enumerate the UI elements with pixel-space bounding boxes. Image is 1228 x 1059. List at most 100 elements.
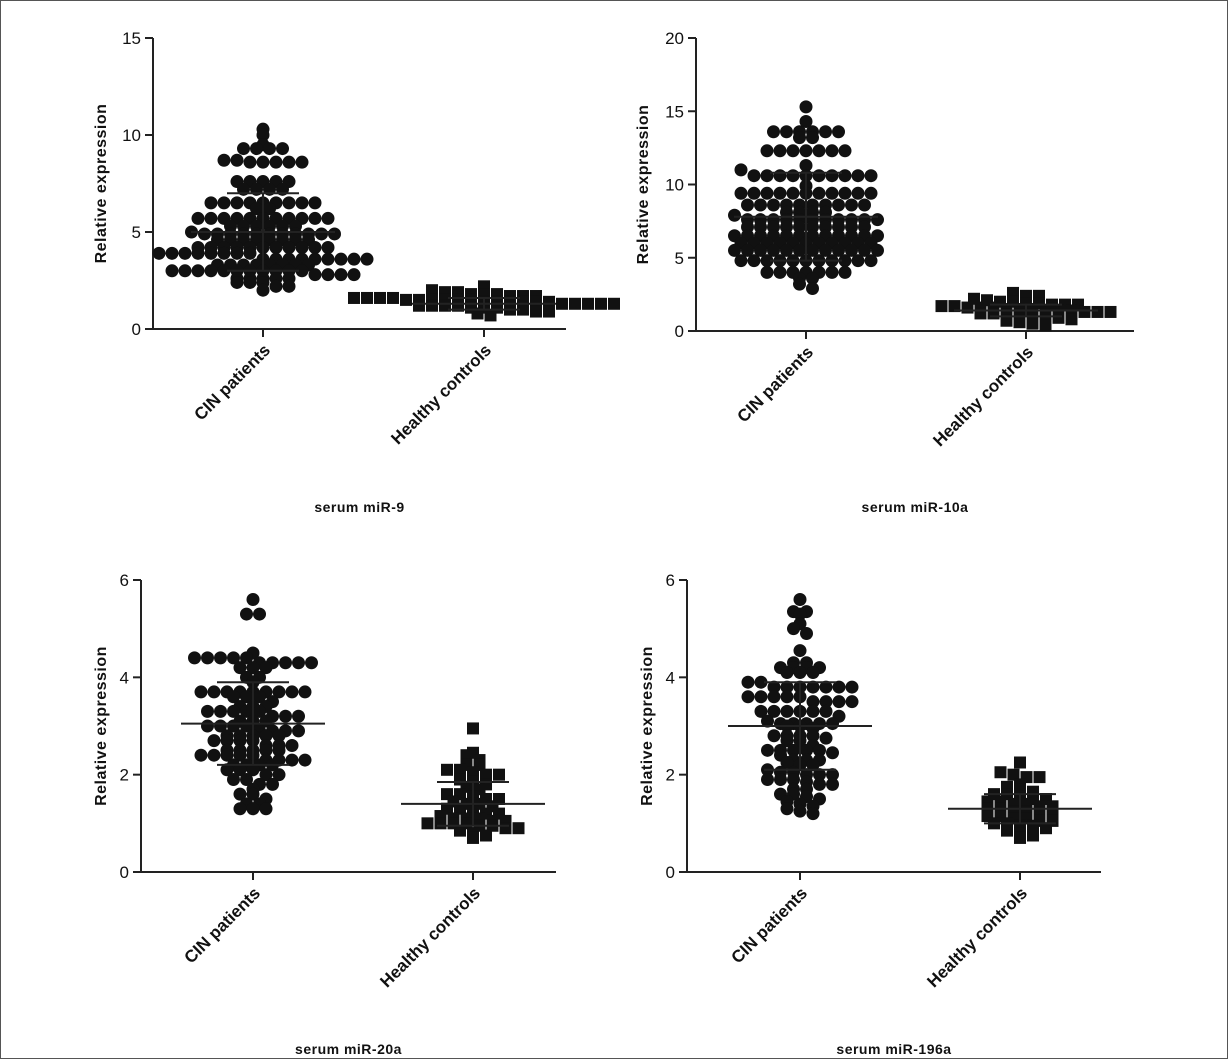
chart-panel-3: 0246Relative expressionCIN patients Healt… [93,571,556,1057]
data-point-circle [292,710,305,723]
data-point-circle [800,100,813,113]
data-point-circle [335,253,348,266]
data-point-circle [839,144,852,157]
data-point-circle [201,720,214,733]
data-point-square [543,306,555,318]
data-point-circle [852,169,865,182]
data-point-circle [218,196,231,209]
data-point-circle [231,276,244,289]
data-point-square [530,306,542,318]
data-point-square [485,309,497,321]
data-point-circle [807,666,820,679]
data-point-circle [852,254,865,267]
data-point-circle [787,622,800,635]
data-point-square [995,766,1007,778]
category-label: Healthy controls [376,884,484,992]
data-point-circle [845,199,858,212]
data-point-circle [826,746,839,759]
data-point-circle [754,199,767,212]
data-point-circle [748,169,761,182]
data-point-circle [309,196,322,209]
data-point-circle [335,268,348,281]
data-point-square [493,769,505,781]
data-point-circle [787,187,800,200]
data-point-circle [787,144,800,157]
chart-panel-1: 0 5 10 15 Relative expression CIN patients Hea… [93,29,620,515]
data-point-circle [270,241,283,254]
data-point-square [513,822,525,834]
data-point-circle [231,247,244,260]
y-tick-label: 5 [675,249,684,268]
data-point-circle [774,144,787,157]
data-point-circle [761,144,774,157]
data-point-square [1066,313,1078,325]
data-point-circle [781,705,794,718]
data-point-circle [195,685,208,698]
data-point-circle [794,644,807,657]
data-point-square [361,292,373,304]
data-point-circle [244,247,257,260]
data-point-circle [807,705,820,718]
data-point-circle [865,187,878,200]
data-point-circle [813,169,826,182]
y-tick-label: 4 [666,668,675,687]
data-point-circle [328,227,341,240]
data-point-circle [234,802,247,815]
data-point-circle [806,282,819,295]
data-point-circle [283,280,296,293]
data-point-circle [742,676,755,689]
data-point-circle [832,199,845,212]
data-point-circle [794,805,807,818]
data-point-circle [832,125,845,138]
data-point-square [480,830,492,842]
x-axis-label: serum miR-10a [862,499,969,515]
data-point-circle [735,254,748,267]
data-point-circle [201,705,214,718]
data-point-circle [237,142,250,155]
data-point-circle [260,802,273,815]
category-label: CIN patients [180,884,264,968]
data-point-circle [846,695,859,708]
data-point-circle [348,268,361,281]
data-point-circle [231,154,244,167]
data-point-square [1034,771,1046,783]
data-point-circle [198,227,211,240]
y-tick-label: 6 [666,571,675,590]
data-point-circle [205,247,218,260]
data-point-circle [761,744,774,757]
data-point-circle [871,213,884,226]
data-point-circle [309,241,322,254]
data-point-circle [250,142,263,155]
data-point-circle [748,254,761,267]
data-point-circle [826,778,839,791]
data-point-square [374,292,386,304]
data-point-circle [858,199,871,212]
data-point-circle [794,666,807,679]
data-point-circle [819,125,832,138]
data-point-circle [787,169,800,182]
data-point-square [1040,319,1052,331]
data-point-circle [748,187,761,200]
data-point-circle [322,253,335,266]
data-point-circle [247,802,260,815]
data-point-circle [240,608,253,621]
chart-panel-2: 0 5 10 15 20 Relative expression CIN patients H… [635,29,1134,515]
category-label: Healthy controls [929,343,1037,451]
data-point-circle [244,276,257,289]
data-point-circle [270,280,283,293]
data-point-square [1027,318,1039,330]
data-point-circle [192,212,205,225]
data-point-circle [820,732,833,745]
data-point-circle [800,627,813,640]
y-axis-label: Relative expression [639,646,656,806]
data-point-circle [188,651,201,664]
data-point-circle [826,266,839,279]
data-point-circle [179,247,192,260]
data-point-circle [292,656,305,669]
data-point-square [1014,316,1026,328]
data-point-circle [296,241,309,254]
data-point-circle [279,656,292,669]
data-point-circle [839,266,852,279]
data-point-circle [755,690,768,703]
data-point-circle [270,156,283,169]
